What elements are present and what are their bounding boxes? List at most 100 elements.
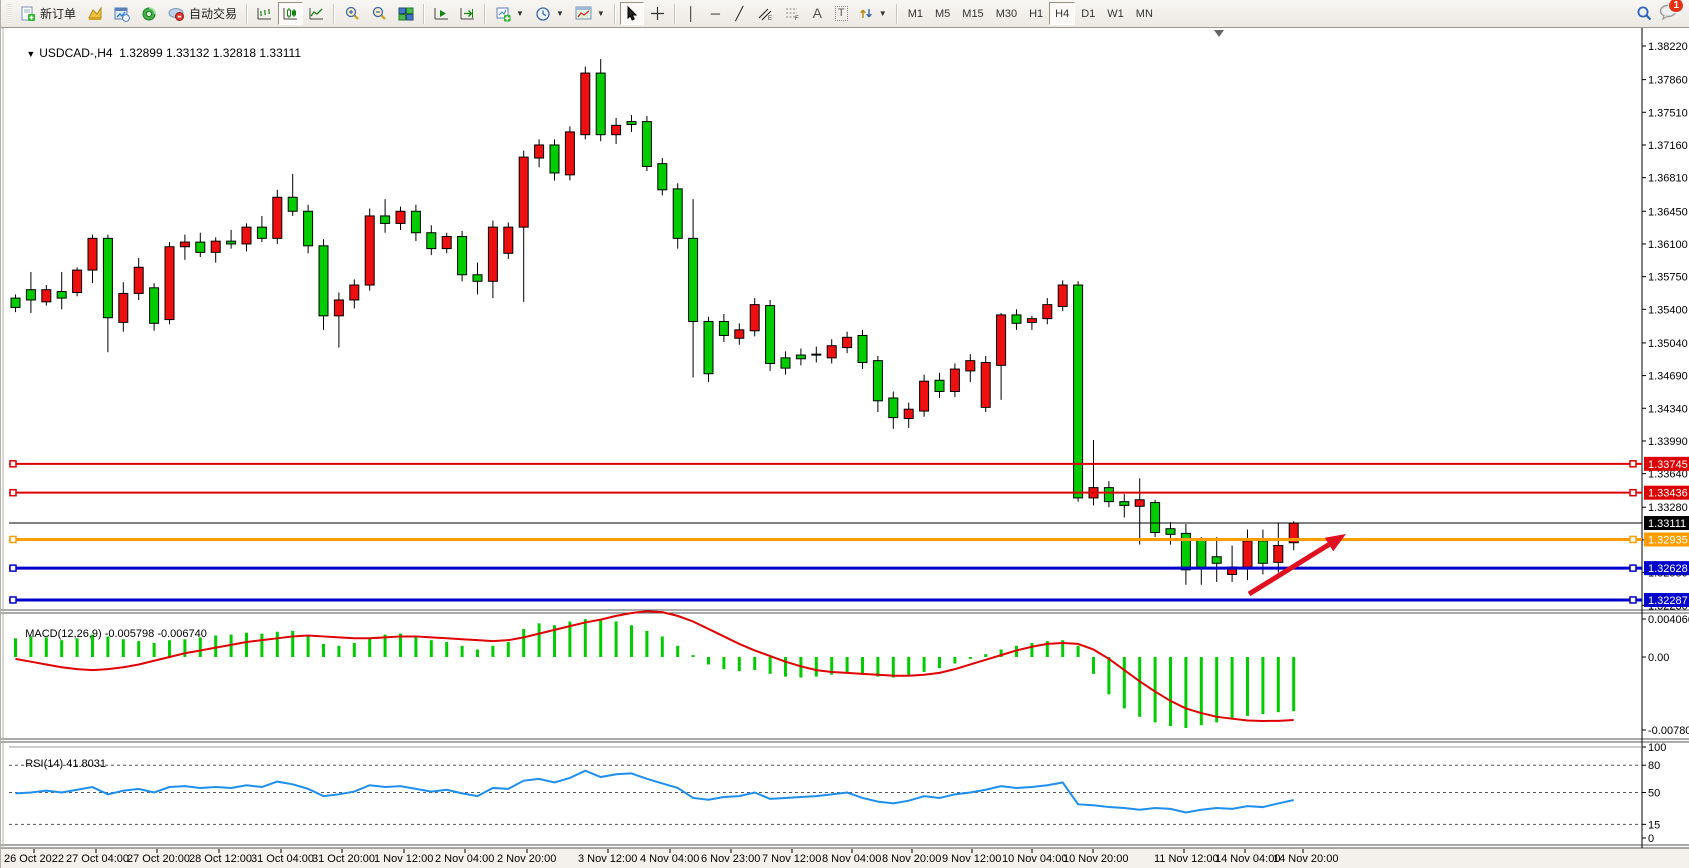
fibonacci-icon: F xyxy=(785,8,799,21)
time-axis-label: 14 Nov 20:00 xyxy=(1273,853,1338,865)
timeframe-button-M30[interactable]: M30 xyxy=(995,7,1018,20)
price-badge-label: 1.32935 xyxy=(1648,534,1688,546)
horizontal-line-tool[interactable]: ─ xyxy=(704,2,727,25)
hline-handle[interactable] xyxy=(9,564,17,572)
text-label-tool[interactable]: T xyxy=(830,2,853,25)
price-badge-label: 1.32628 xyxy=(1648,563,1688,575)
candle-body xyxy=(1273,545,1284,563)
hline-handle[interactable] xyxy=(9,460,17,468)
timeframe-button-M1[interactable]: M1 xyxy=(907,7,923,20)
timeframe-button-M15[interactable]: M15 xyxy=(962,7,984,20)
fibonacci-tool[interactable]: F xyxy=(779,2,805,25)
price-badge xyxy=(1644,516,1689,531)
channel-tool[interactable]: E xyxy=(752,2,778,25)
chart-profiles-icon xyxy=(88,5,102,20)
vertical-line-tool[interactable]: │ xyxy=(680,2,703,25)
candle-body xyxy=(1165,528,1176,535)
text-tool[interactable]: A xyxy=(806,2,829,25)
price-axis-label: 1.37860 xyxy=(1648,75,1688,87)
time-axis-label: 2 Nov 20:00 xyxy=(497,853,556,865)
chart-menu-arrow-icon[interactable]: ▼ xyxy=(26,49,36,59)
candle-body xyxy=(534,144,545,159)
rsi-axis-label: 100 xyxy=(1648,742,1666,754)
vertical-line-icon: │ xyxy=(687,6,696,21)
hline-handle[interactable] xyxy=(9,488,17,497)
macd-axis-label: 0.00 xyxy=(1648,652,1669,664)
bar-chart-button[interactable] xyxy=(252,2,277,25)
cursor-tool-button[interactable] xyxy=(619,2,644,25)
timeframe-button-W1[interactable]: W1 xyxy=(1107,7,1124,20)
time-axis-label: 31 Oct 04:00 xyxy=(251,853,314,865)
hline-handle[interactable] xyxy=(1629,488,1637,497)
svg-text:F: F xyxy=(795,16,799,21)
toolbar-grip[interactable] xyxy=(7,3,12,24)
time-axis-label: 9 Nov 12:00 xyxy=(942,853,1001,865)
candle-body xyxy=(688,237,699,322)
chart-symbol-period: USDCAD-,H4 xyxy=(39,46,113,60)
candle-body xyxy=(888,397,899,419)
toolbar-separator xyxy=(484,3,487,24)
navigator-button[interactable] xyxy=(136,2,162,25)
tile-windows-button[interactable] xyxy=(393,2,419,25)
chart-profiles-button[interactable] xyxy=(82,2,108,25)
price-axis-label: 1.33990 xyxy=(1648,436,1688,448)
candle-body xyxy=(1026,318,1037,323)
new-order-label: 新订单 xyxy=(40,7,77,21)
horizontal-line-icon: ─ xyxy=(710,6,720,21)
candle-body xyxy=(872,360,883,402)
zoom-in-button[interactable] xyxy=(339,2,365,25)
zoom-out-icon xyxy=(372,6,386,20)
timeframe-button-D1[interactable]: D1 xyxy=(1081,7,1096,20)
line-chart-button[interactable] xyxy=(304,2,329,25)
chart-shift-button[interactable] xyxy=(455,2,480,25)
crosshair-tool-button[interactable] xyxy=(645,2,670,25)
candle-body xyxy=(303,210,314,247)
hline-handle[interactable] xyxy=(1629,564,1637,572)
candle-body xyxy=(102,237,113,319)
dropdown-caret: ▼ xyxy=(516,9,524,18)
dropdown-caret: ▼ xyxy=(596,9,605,18)
hline-handle[interactable] xyxy=(1629,535,1637,544)
time-axis-label: 27 Oct 04:00 xyxy=(66,853,129,865)
new-chart-dropdown[interactable]: ▼ xyxy=(490,2,529,25)
notifications-button[interactable]: 1 xyxy=(1659,0,1684,25)
indicators-dropdown[interactable]: ▼ xyxy=(570,2,610,25)
arrow-shaft[interactable] xyxy=(1247,542,1331,597)
time-axis-label: 10 Nov 20:00 xyxy=(1063,853,1128,865)
hline-handle[interactable] xyxy=(1629,596,1637,604)
auto-trading-button[interactable]: 自动交易 xyxy=(163,2,242,25)
market-watch-button[interactable] xyxy=(109,2,135,25)
chart-shift-marker[interactable] xyxy=(1214,30,1224,37)
candle-body xyxy=(349,284,360,301)
candle-body xyxy=(795,354,806,360)
price-axis-label: 1.37160 xyxy=(1648,140,1688,152)
period-dropdown[interactable]: ▼ xyxy=(530,2,569,25)
price-badge xyxy=(1644,532,1689,547)
time-axis-label: 11 Nov 12:00 xyxy=(1154,853,1219,865)
timeframe-button-H1[interactable]: H1 xyxy=(1029,7,1044,20)
hline-handle[interactable] xyxy=(9,535,17,544)
timeframe-button-H4[interactable]: H4 xyxy=(1049,2,1076,25)
trendline-tool[interactable]: ╱ xyxy=(728,2,751,25)
candle-body xyxy=(1196,538,1207,569)
candle-body xyxy=(1257,540,1268,564)
clock-icon xyxy=(536,6,550,21)
search-icon[interactable] xyxy=(1636,5,1653,22)
time-axis-label: 27 Oct 20:00 xyxy=(127,853,190,865)
hline-handle[interactable] xyxy=(9,596,17,604)
zoom-out-button[interactable] xyxy=(366,2,392,25)
hline-handle[interactable] xyxy=(1629,460,1637,468)
timeframe-button-MN[interactable]: MN xyxy=(1135,7,1153,20)
candlestick-chart-button[interactable] xyxy=(278,2,304,25)
rsi-name: RSI(14) xyxy=(25,758,64,770)
arrow-head[interactable] xyxy=(1324,534,1346,552)
rsi-axis-label: 50 xyxy=(1648,788,1660,800)
time-axis-label: 14 Nov 04:00 xyxy=(1215,853,1280,865)
time-axis-label: 1 Nov 12:00 xyxy=(374,853,433,865)
timeframe-button-M5[interactable]: M5 xyxy=(935,7,951,20)
auto-scroll-button[interactable] xyxy=(429,2,454,25)
candle-body xyxy=(272,196,283,239)
new-order-button[interactable]: 新订单 xyxy=(15,2,81,25)
arrows-dropdown[interactable]: ▼ xyxy=(854,2,892,25)
